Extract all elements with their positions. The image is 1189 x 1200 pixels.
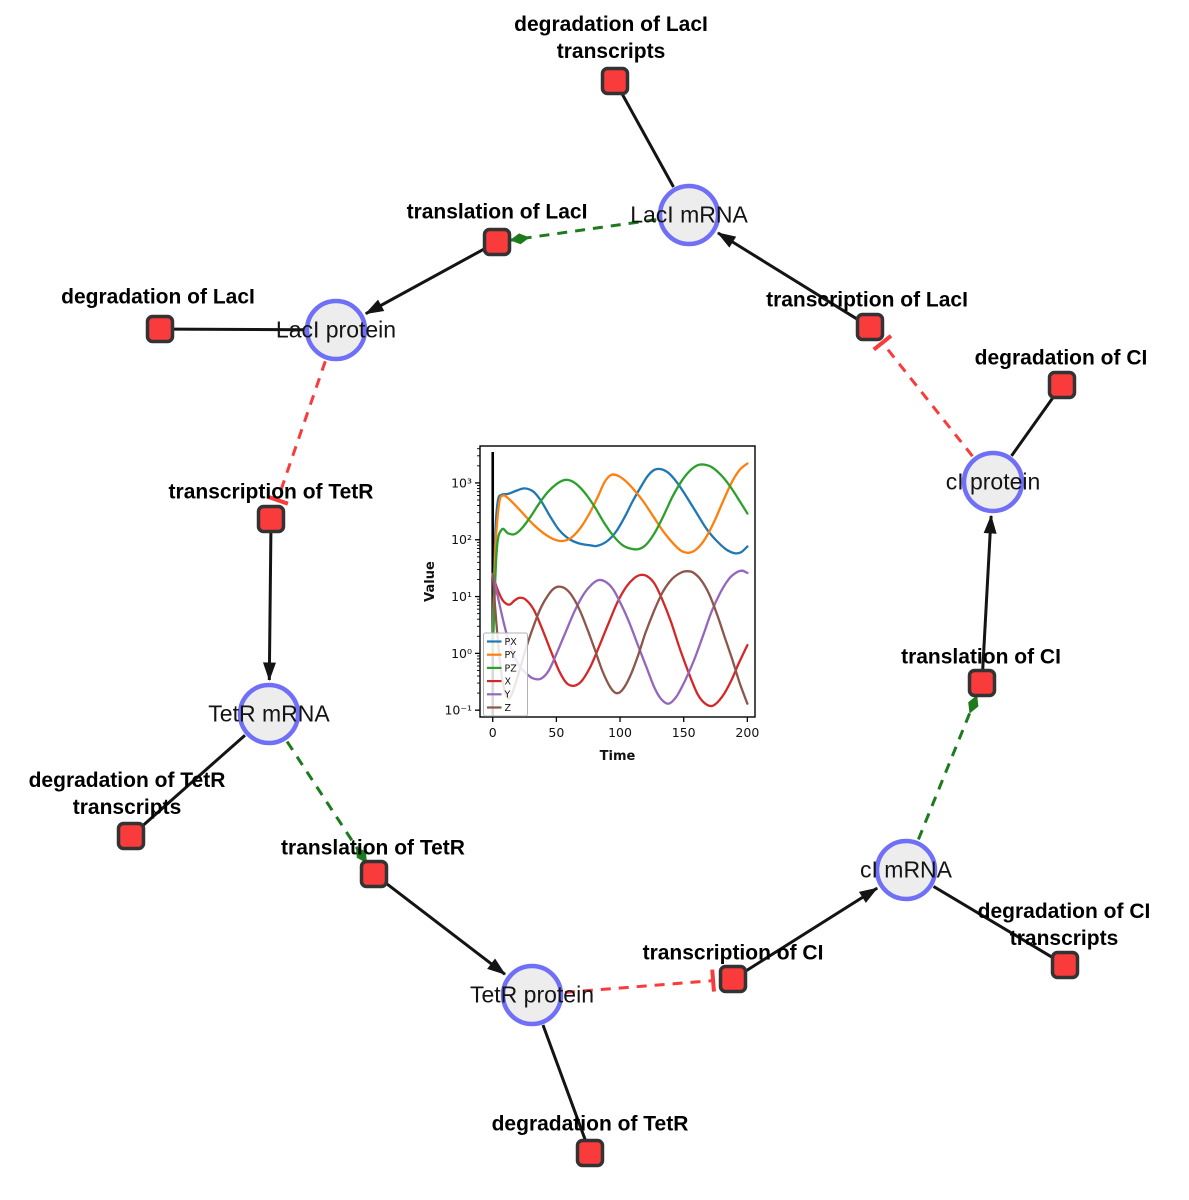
edge-production-transcription-of-tetr-to-tetr-mrna <box>262 531 276 681</box>
reaction-node-transcription-of-tetr[interactable] <box>256 504 286 534</box>
series-line-Y <box>491 569 749 705</box>
y-tick-label: 10¹ <box>451 589 472 604</box>
species-node-tetr-protein[interactable] <box>500 963 564 1027</box>
legend-label-PZ: PZ <box>505 663 518 674</box>
reaction-node-degradation-of-laci[interactable] <box>145 314 175 344</box>
reaction-node-degradation-of-ci[interactable] <box>1047 370 1077 400</box>
nodes-group <box>116 66 1080 1168</box>
reaction-node-transcription-of-ci[interactable] <box>718 964 748 994</box>
plot-series-group <box>491 462 749 708</box>
species-node-ci-mrna[interactable] <box>874 838 938 902</box>
legend-label-PX: PX <box>505 637 518 648</box>
x-tick-label: 200 <box>735 725 759 740</box>
plot-legend: PX PY PZ XYZ <box>483 632 528 717</box>
edge-inhibition-ci-protein-to-transcription-of-laci <box>872 334 974 458</box>
legend-label-Y: Y <box>504 690 511 701</box>
series-line-PZ <box>491 463 749 655</box>
y-tick-label: 10⁻¹ <box>444 703 472 718</box>
x-axis-label: Time <box>600 749 636 764</box>
edge-production-translation-of-ci-to-ci-protein <box>981 514 997 671</box>
x-tick-label: 50 <box>548 725 564 740</box>
edge-inhibition-tetr-protein-to-transcription-of-ci <box>564 969 716 994</box>
reaction-node-translation-of-laci[interactable] <box>482 227 512 257</box>
species-node-ci-protein[interactable] <box>961 450 1025 514</box>
edge-consumption-laci-protein-to-degradation-of-laci <box>171 327 305 332</box>
edge-inhibition-laci-protein-to-transcription-of-tetr <box>266 360 327 506</box>
reaction-node-translation-of-tetr[interactable] <box>359 859 389 889</box>
x-tick-label: 100 <box>608 725 632 740</box>
edge-modifier-ci-mrna-to-translation-of-ci <box>917 695 979 840</box>
legend-label-PY: PY <box>505 650 517 661</box>
y-tick-label: 10³ <box>451 475 472 490</box>
series-line-X <box>491 573 749 708</box>
plot-frame <box>479 445 756 718</box>
edge-consumption-ci-mrna-to-degradation-of-ci-transcripts <box>932 885 1056 961</box>
reaction-node-degradation-of-ci-transcripts[interactable] <box>1050 950 1080 980</box>
edge-consumption-ci-protein-to-degradation-of-ci <box>1010 393 1057 457</box>
x-tick-label: 150 <box>672 725 696 740</box>
legend-label-X: X <box>505 677 512 688</box>
time-series-plot: 0 50 100 150 20010⁻¹10⁰10¹10²10³TimeValuePXP… <box>423 445 759 764</box>
reaction-node-degradation-of-laci-transcripts[interactable] <box>600 66 630 96</box>
y-tick-label: 10⁰ <box>451 646 472 661</box>
reaction-node-degradation-of-tetr[interactable] <box>575 1138 605 1168</box>
reaction-node-translation-of-ci[interactable] <box>967 668 997 698</box>
edge-production-transcription-of-ci-to-ci-mrna <box>743 886 879 974</box>
edge-modifier-tetr-mrna-to-translation-of-tetr <box>285 740 368 864</box>
species-node-laci-mrna[interactable] <box>657 183 721 247</box>
y-tick-label: 10² <box>451 532 472 547</box>
edge-production-transcription-of-laci-to-laci-mrna <box>717 231 860 322</box>
edge-modifier-laci-mrna-to-translation-of-laci <box>509 218 657 245</box>
species-node-tetr-mrna[interactable] <box>237 682 301 746</box>
edge-consumption-laci-mrna-to-degradation-of-laci-transcripts <box>619 90 675 188</box>
edge-consumption-tetr-mrna-to-degradation-of-tetr-transcripts <box>139 734 246 830</box>
series-line-PX <box>491 467 749 638</box>
series-line-PY <box>491 462 749 655</box>
reaction-node-transcription-of-laci[interactable] <box>855 312 885 342</box>
species-node-laci-protein[interactable] <box>304 298 368 362</box>
edges-group <box>139 90 1057 1143</box>
edge-production-translation-of-tetr-to-tetr-protein <box>383 880 506 976</box>
y-axis-label: Value <box>423 561 438 602</box>
edge-production-translation-of-laci-to-laci-protein <box>364 246 487 316</box>
legend-label-Z: Z <box>505 703 512 714</box>
edge-consumption-tetr-protein-to-degradation-of-tetr <box>541 1024 588 1143</box>
x-tick-label: 0 <box>489 725 497 740</box>
reaction-node-degradation-of-tetr-transcripts[interactable] <box>116 821 146 851</box>
